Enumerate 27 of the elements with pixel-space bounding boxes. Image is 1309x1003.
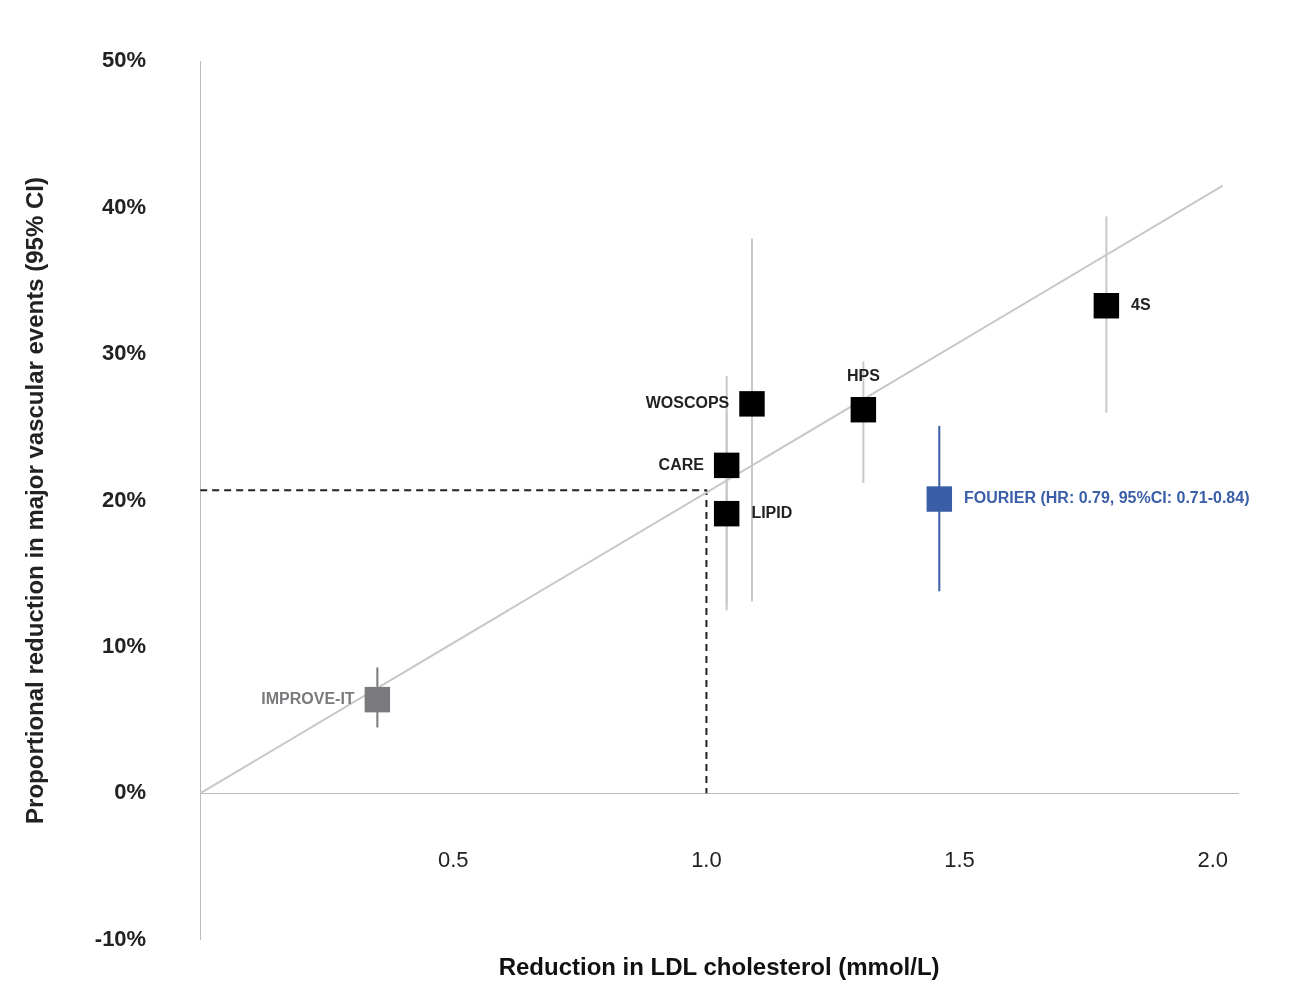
x-tick-label: 1.0 <box>691 846 722 872</box>
series-label: CARE <box>658 455 705 473</box>
series-label: HPS <box>846 367 881 385</box>
y-tick-label: 50% <box>102 47 147 73</box>
x-tick-label: 2.0 <box>1197 846 1228 872</box>
point <box>926 486 953 512</box>
series-label: IMPROVE-IT <box>261 690 355 708</box>
point <box>850 396 877 423</box>
series-label: WOSCOPS <box>645 394 730 412</box>
x-tick-label: 1.5 <box>944 846 975 872</box>
series-label: FOURIER (HR: 0.79, 95%CI: 0.71-0.84) <box>964 489 1250 507</box>
point <box>1093 293 1120 319</box>
y-tick-label: 30% <box>102 340 147 366</box>
y-axis-title: Proportional reduction in major vascular events (95% CI) <box>21 177 49 824</box>
series-label: 4S <box>1131 296 1151 314</box>
y-tick-label: 20% <box>102 486 147 512</box>
x-tick-label: 0.5 <box>437 846 469 872</box>
point <box>713 500 740 527</box>
point <box>364 686 391 713</box>
y-tick-label: 10% <box>102 633 147 658</box>
point <box>739 391 765 417</box>
y-tick-label: 40% <box>102 193 147 219</box>
y-tick-label: -10% <box>94 925 147 951</box>
y-tick-label: 0% <box>114 779 147 805</box>
point <box>713 452 740 479</box>
x-axis-title: Reduction in LDL cholesterol (mmol/L) <box>498 952 940 980</box>
series-label: LIPID <box>751 504 793 522</box>
